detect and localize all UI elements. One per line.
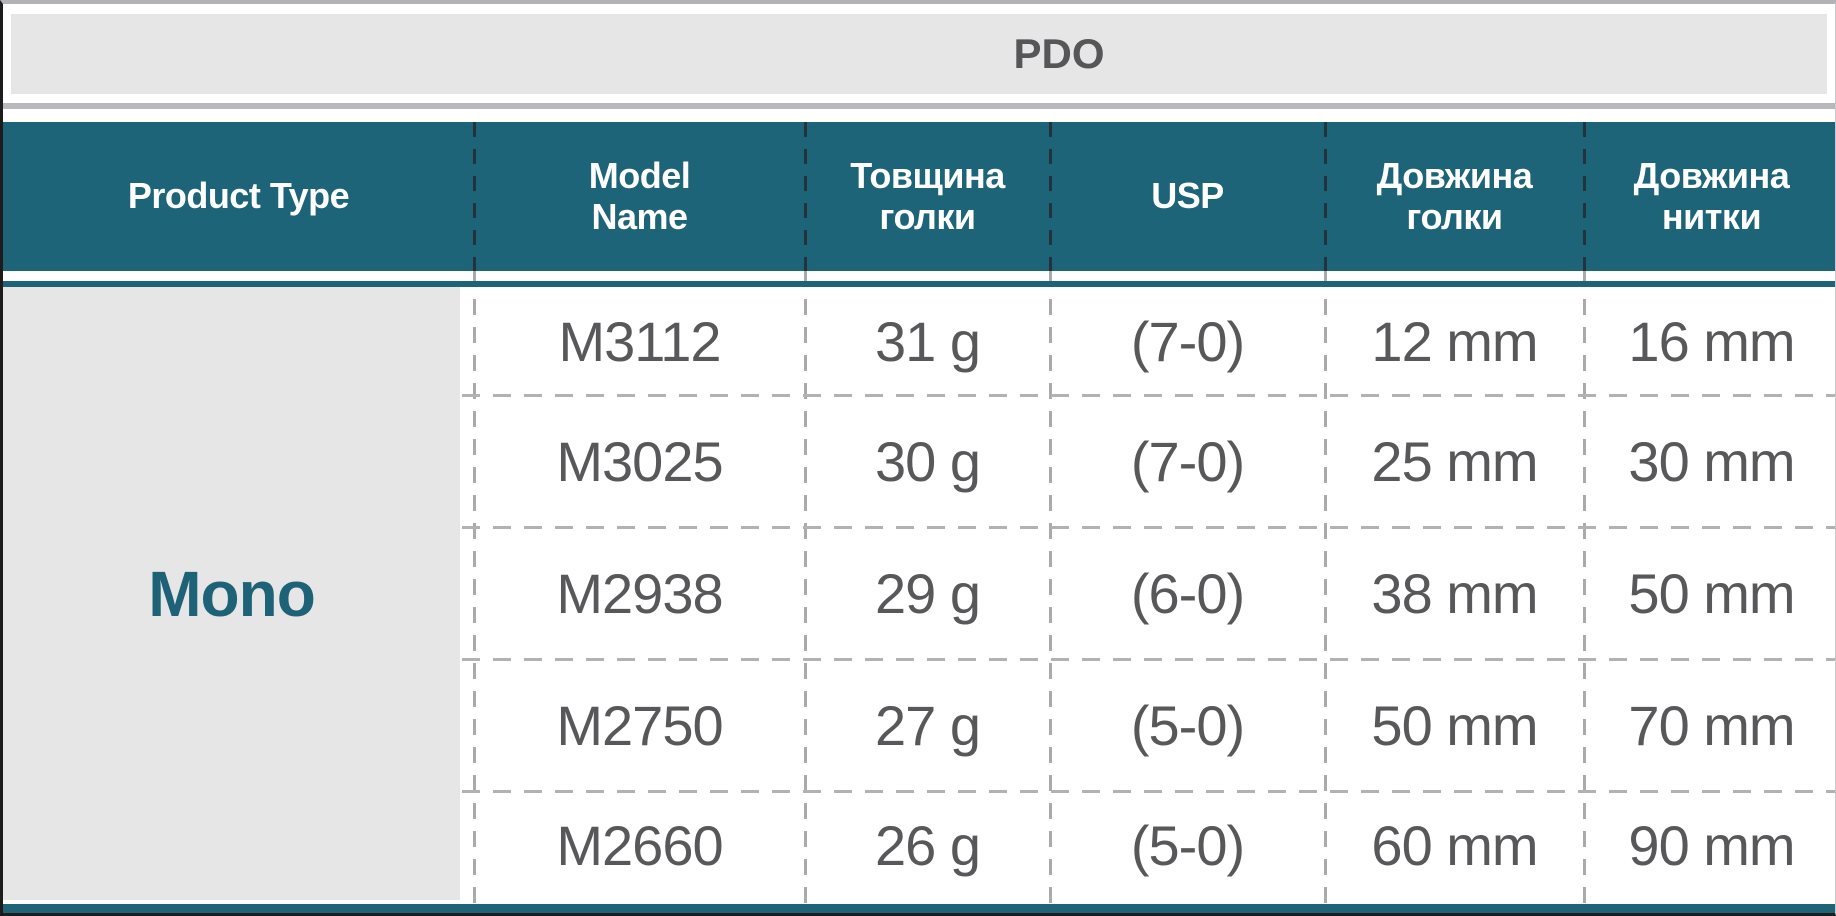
cell-thread-length: 70 mm (1628, 693, 1795, 757)
cell-usp: (7-0) (1130, 309, 1245, 373)
table-row: M2750 27 g (5-0) 50 mm 70 mm (3, 659, 1835, 791)
bottom-accent-bar (3, 904, 1835, 913)
cell-needle-thickness: 26 g (875, 814, 981, 877)
cell-model: M2750 (556, 693, 723, 757)
cell-needle-thickness: 31 g (875, 309, 981, 373)
header-column-divider (1324, 122, 1327, 271)
product-type-label: Mono (148, 557, 316, 630)
cell-usp: (6-0) (1130, 561, 1245, 625)
cell-thread-length: 50 mm (1628, 561, 1795, 625)
cell-thread-length: 30 mm (1628, 429, 1795, 493)
column-header-product-type: Product Type (127, 175, 350, 217)
cell-usp: (5-0) (1130, 814, 1245, 877)
cell-usp: (5-0) (1130, 693, 1245, 757)
cell-model: M3112 (558, 309, 721, 373)
cell-needle-length: 25 mm (1371, 429, 1538, 493)
column-divider (1583, 271, 1586, 910)
cell-spacer (3, 287, 474, 395)
row-divider (462, 658, 1835, 661)
row-divider (462, 526, 1835, 529)
row-divider (462, 394, 1835, 397)
header-column-divider (804, 122, 807, 271)
cell-model: M2660 (556, 814, 723, 877)
cell-needle-thickness: 27 g (875, 693, 981, 757)
cell-needle-thickness: 29 g (875, 561, 981, 625)
column-divider (473, 271, 476, 910)
column-divider (1324, 271, 1327, 910)
cell-spacer (3, 395, 474, 527)
group-header-title: PDO (1013, 30, 1105, 77)
column-header-model-name: Model Name (588, 154, 691, 237)
column-header-usp: USP (1151, 175, 1224, 217)
cell-needle-length: 50 mm (1371, 693, 1538, 757)
row-divider (462, 790, 1835, 793)
cell-needle-length: 60 mm (1371, 814, 1538, 877)
top-separator (3, 103, 1835, 109)
cell-usp: (7-0) (1130, 429, 1245, 493)
column-header-needle-thickness: Товщина голки (850, 154, 1005, 237)
header-column-divider (1049, 122, 1052, 271)
header-column-divider (473, 122, 476, 271)
table-row: M3025 30 g (7-0) 25 mm 30 mm (3, 395, 1835, 527)
cell-needle-length: 38 mm (1371, 561, 1538, 625)
product-type-cell: Mono (3, 287, 460, 900)
table-row: M2660 26 g (5-0) 60 mm 90 mm (3, 791, 1835, 900)
cell-thread-length: 16 mm (1628, 309, 1795, 373)
column-divider (1049, 271, 1052, 910)
table-header-row: Product Type Model Name Товщина голки US… (3, 122, 1835, 271)
column-header-thread-length: Довжина нитки (1633, 154, 1790, 237)
cell-spacer (3, 527, 474, 659)
cell-spacer (3, 791, 474, 900)
group-header-bar: PDO (11, 14, 1827, 94)
table-row: M3112 31 g (7-0) 12 mm 16 mm (3, 287, 1835, 395)
table-row: M2938 29 g (6-0) 38 mm 50 mm (3, 527, 1835, 659)
column-divider (804, 271, 807, 910)
header-underline (3, 281, 1835, 287)
cell-thread-length: 90 mm (1628, 814, 1795, 877)
cell-needle-thickness: 30 g (875, 429, 981, 493)
cell-model: M3025 (556, 429, 723, 493)
header-column-divider (1583, 122, 1586, 271)
cell-model: M2938 (556, 561, 723, 625)
cell-spacer (3, 659, 474, 791)
column-header-needle-length: Довжина голки (1376, 154, 1533, 237)
cell-needle-length: 12 mm (1371, 309, 1538, 373)
